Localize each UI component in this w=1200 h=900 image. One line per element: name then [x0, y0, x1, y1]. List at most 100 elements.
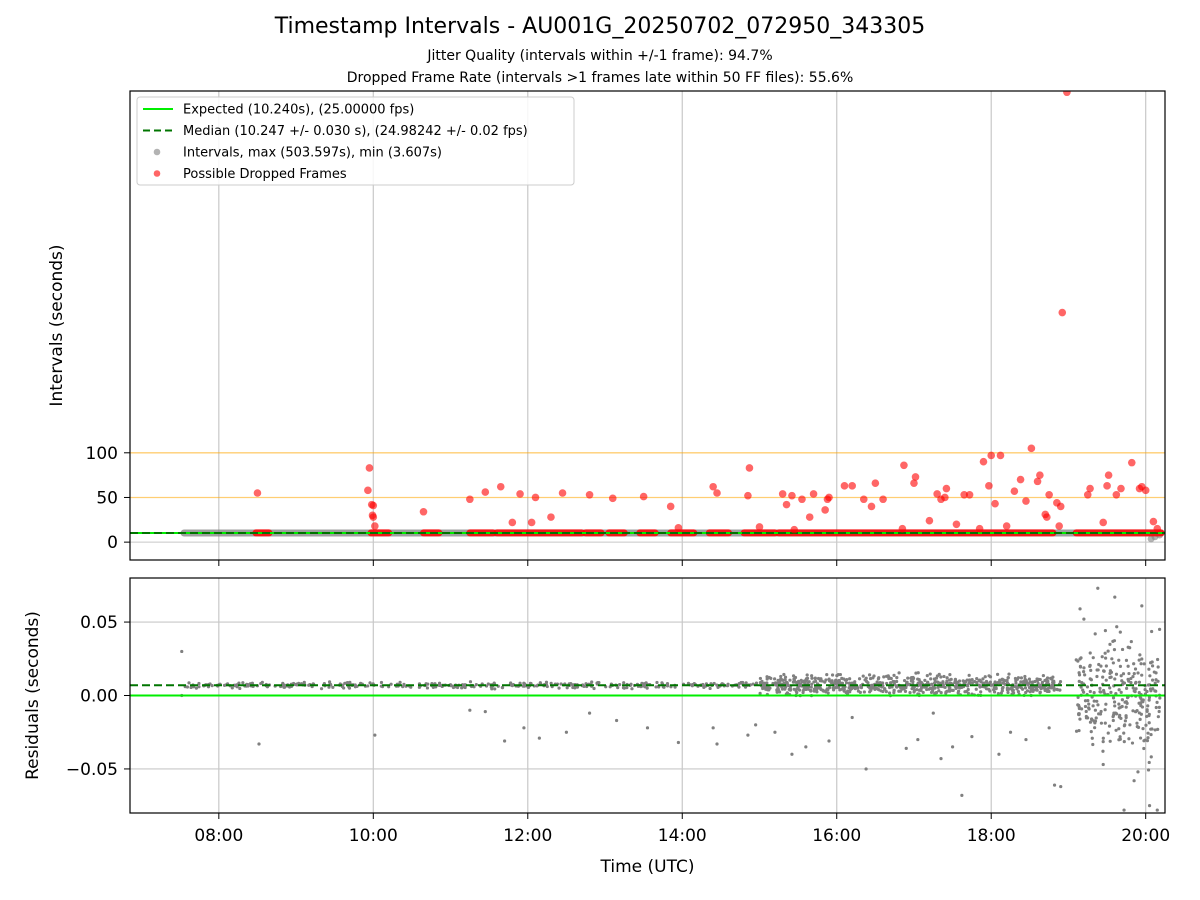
residual-point: [1093, 632, 1097, 636]
residual-point: [737, 685, 741, 689]
residual-point: [1090, 736, 1094, 740]
residual-point: [1117, 658, 1121, 662]
dropped-frame-point: [790, 525, 799, 534]
residual-point: [869, 683, 874, 687]
residual-point: [943, 685, 947, 689]
residual-point: [894, 684, 898, 688]
residual-point: [537, 736, 541, 740]
residual-point: [1106, 649, 1110, 653]
residual-point: [839, 687, 844, 691]
residual-point: [1142, 746, 1146, 751]
residual-point: [892, 690, 896, 695]
dropped-frame-point: [481, 488, 490, 496]
residual-point: [1093, 708, 1097, 712]
residual-point: [1113, 595, 1117, 599]
residual-point: [1008, 730, 1013, 734]
dropped-frame-point: [1055, 522, 1063, 530]
residual-point: [522, 682, 527, 686]
residual-point: [968, 681, 972, 685]
residual-point: [827, 686, 832, 690]
residual-point: [1131, 709, 1135, 713]
residual-point: [887, 691, 892, 695]
residual-point: [708, 686, 712, 691]
residual-point: [903, 689, 908, 693]
residual-point: [790, 752, 794, 756]
bottom-x-tick-label: 14:00: [658, 826, 707, 846]
residual-point: [1146, 731, 1150, 735]
residual-point: [1107, 724, 1112, 728]
residual-point: [1088, 689, 1092, 694]
residual-point: [960, 793, 964, 797]
residual-point: [1096, 586, 1100, 590]
residual-point: [1052, 679, 1056, 683]
residual-point: [832, 686, 836, 690]
residual-point: [544, 680, 549, 684]
bottom-axes-frame: [129, 577, 1166, 814]
residual-point: [792, 680, 796, 684]
residual-point: [503, 739, 507, 743]
residual-point: [996, 691, 1000, 696]
residual-point: [1023, 686, 1028, 690]
residual-point: [892, 680, 896, 684]
dropped-frame-point: [253, 489, 262, 497]
residual-point: [455, 685, 460, 690]
residual-point: [1110, 657, 1114, 661]
residual-point: [784, 685, 788, 689]
residual-point: [809, 685, 813, 689]
dropped-frame-point: [745, 464, 754, 472]
residual-point: [864, 676, 868, 680]
dropped-frame-point: [867, 502, 876, 511]
dropped-frame-point: [848, 482, 856, 490]
residual-point: [1037, 684, 1041, 689]
residual-point: [932, 677, 937, 681]
residual-point: [1005, 679, 1009, 683]
residual-point: [804, 677, 809, 681]
residual-point: [1157, 627, 1162, 632]
residual-point: [1150, 727, 1154, 731]
residual-point: [886, 674, 890, 678]
residual-point: [655, 680, 659, 685]
residual-point: [1085, 685, 1090, 689]
residual-point: [1019, 676, 1024, 680]
residual-point: [676, 740, 680, 745]
residual-point: [1111, 715, 1115, 719]
residual-point: [1103, 708, 1107, 712]
residual-point: [910, 675, 914, 680]
residual-point: [1084, 716, 1089, 720]
residual-point: [1140, 604, 1144, 608]
top-y-tick-label: 50: [96, 488, 118, 508]
residual-point: [1088, 651, 1092, 655]
residual-point: [359, 681, 363, 685]
residual-point: [1078, 665, 1083, 669]
residual-point: [702, 685, 706, 690]
dropped-frame-point: [809, 490, 818, 498]
residual-point: [1080, 680, 1084, 685]
dropped-frame-point: [674, 524, 683, 532]
residual-point: [810, 682, 814, 686]
residual-point: [237, 681, 241, 685]
residual-point: [879, 689, 883, 693]
residual-point: [1113, 704, 1117, 708]
residual-point: [882, 675, 886, 679]
residual-point: [630, 687, 634, 691]
top-y-tick-label: 0: [107, 533, 118, 553]
residual-point: [1124, 700, 1128, 704]
residual-point: [990, 683, 995, 687]
residual-point: [884, 690, 888, 694]
residual-point: [1155, 700, 1159, 705]
residual-point: [895, 676, 899, 680]
residual-point: [942, 674, 946, 679]
residual-point: [998, 678, 1003, 682]
residual-point: [282, 685, 286, 689]
dropped-frame-point: [1083, 490, 1092, 499]
residual-point: [909, 679, 913, 683]
dropped-frame-point: [942, 484, 951, 493]
residual-point: [810, 674, 814, 678]
residual-point: [1104, 678, 1108, 682]
residual-point: [1092, 719, 1096, 723]
dropped-frame-point: [788, 491, 796, 500]
residual-point: [996, 680, 1001, 684]
dropped-frame-point: [527, 518, 536, 527]
residual-point: [929, 677, 933, 681]
dropped-frame-point: [933, 490, 941, 498]
